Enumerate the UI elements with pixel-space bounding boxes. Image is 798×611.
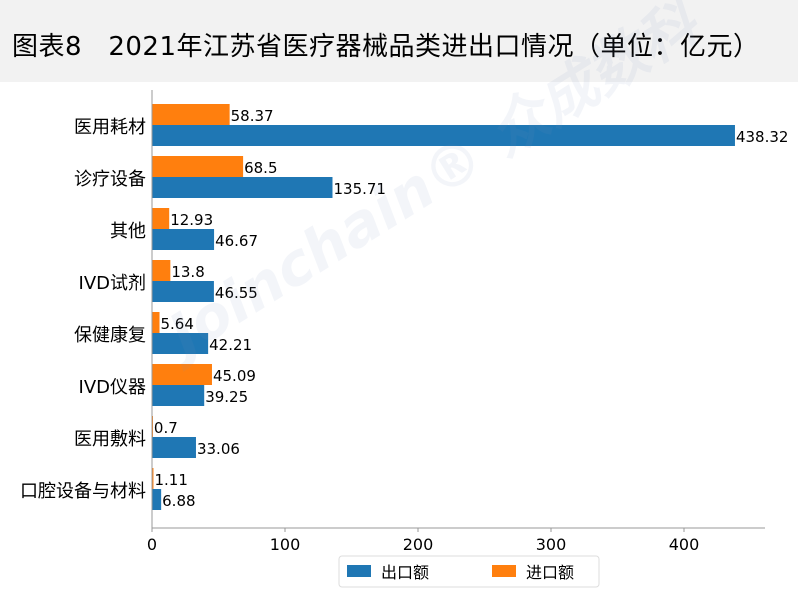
- export-value-label: 46.55: [215, 284, 258, 302]
- x-tick-label: 400: [669, 535, 700, 554]
- export-value-label: 438.32: [736, 128, 789, 146]
- import-value-label: 45.09: [213, 367, 256, 385]
- legend-box: [338, 555, 600, 588]
- import-bar: [152, 468, 154, 489]
- x-tick-label: 300: [536, 535, 567, 554]
- export-value-label: 33.06: [197, 440, 240, 458]
- import-bar: [152, 208, 170, 229]
- category-label: IVD仪器: [79, 377, 146, 398]
- x-tick-label: 100: [270, 535, 301, 554]
- import-value-label: 1.11: [154, 471, 187, 489]
- legend-label-export: 出口额: [381, 563, 429, 582]
- category-label: 其他: [110, 221, 146, 242]
- export-value-label: 42.21: [209, 336, 252, 354]
- export-bar: [152, 385, 205, 406]
- export-value-label: 39.25: [205, 388, 248, 406]
- import-value-label: 12.93: [170, 211, 213, 229]
- title-bar: 图表8 2021年江苏省医疗器械品类进出口情况（单位：亿元）: [0, 0, 798, 82]
- export-value-label: 46.67: [215, 232, 258, 250]
- export-bar: [152, 489, 162, 510]
- export-bar: [152, 125, 735, 146]
- import-value-label: 0.7: [154, 419, 178, 437]
- import-value-label: 13.8: [171, 263, 204, 281]
- import-bar: [152, 260, 171, 281]
- export-value-label: 135.71: [333, 180, 386, 198]
- x-tick-label: 0: [147, 535, 157, 554]
- import-bar: [152, 312, 160, 333]
- category-label: 医用敷料: [74, 429, 146, 450]
- import-value-label: 68.5: [244, 159, 277, 177]
- export-bar: [152, 437, 196, 458]
- export-bar: [152, 333, 209, 354]
- x-tick-label: 200: [403, 535, 434, 554]
- import-bar: [152, 364, 212, 385]
- category-label: IVD试剂: [79, 273, 146, 294]
- category-label: 医用耗材: [74, 117, 146, 138]
- category-label: 口腔设备与材料: [20, 481, 146, 502]
- export-bar: [152, 229, 215, 250]
- export-bar: [152, 281, 214, 302]
- page-title: 图表8 2021年江苏省医疗器械品类进出口情况（单位：亿元）: [12, 32, 760, 62]
- export-value-label: 6.88: [162, 492, 195, 510]
- import-value-label: 5.64: [161, 315, 194, 333]
- legend-swatch-import: [492, 565, 516, 577]
- category-label: 保健康复: [74, 325, 146, 346]
- category-label: 诊疗设备: [74, 169, 146, 190]
- import-bar: [152, 156, 244, 177]
- export-bar: [152, 177, 333, 198]
- legend-swatch-export: [347, 565, 371, 577]
- import-bar: [152, 104, 230, 125]
- import-value-label: 58.37: [231, 107, 274, 125]
- legend-label-import: 进口额: [526, 563, 574, 582]
